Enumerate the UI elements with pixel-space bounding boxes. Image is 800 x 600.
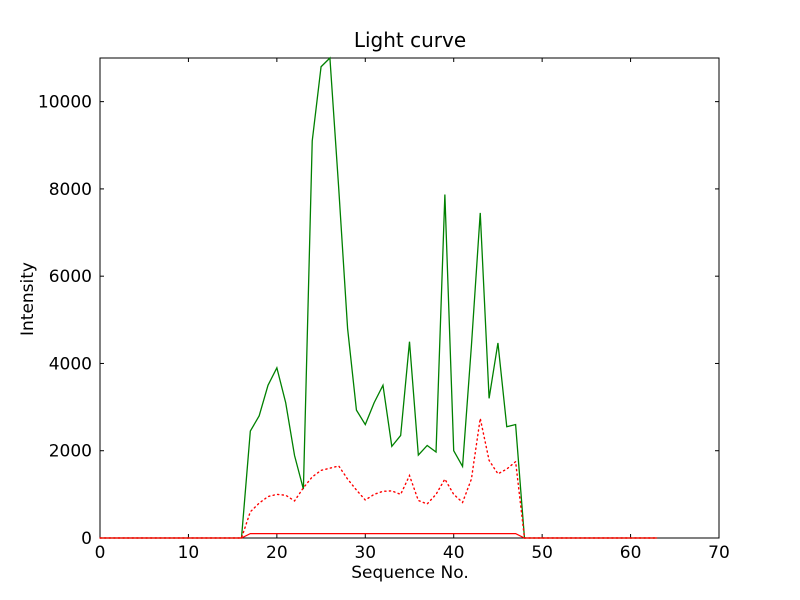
x-tick-label: 40 xyxy=(443,543,465,563)
x-tick-label: 60 xyxy=(620,543,642,563)
x-tick-label: 20 xyxy=(266,543,288,563)
x-tick-label: 0 xyxy=(95,543,106,563)
y-tick-label: 4000 xyxy=(49,354,92,374)
axes-frame xyxy=(99,57,720,539)
x-tick-label: 50 xyxy=(531,543,553,563)
x-axis-label: Sequence No. xyxy=(351,563,469,583)
chart-title: Light curve xyxy=(353,28,467,52)
series-intensity-background xyxy=(99,418,658,539)
y-tick-label: 2000 xyxy=(49,442,92,462)
y-tick-label: 8000 xyxy=(49,180,92,200)
series-intensity-baseline xyxy=(100,533,658,539)
x-tick-label: 10 xyxy=(178,543,200,563)
series-intensity-total xyxy=(100,56,658,539)
x-tick-label: 70 xyxy=(708,543,730,563)
y-tick-label: 10000 xyxy=(38,93,92,113)
y-tick-label: 0 xyxy=(81,529,92,549)
y-tick-label: 6000 xyxy=(49,267,92,287)
x-tick-label: 30 xyxy=(354,543,376,563)
